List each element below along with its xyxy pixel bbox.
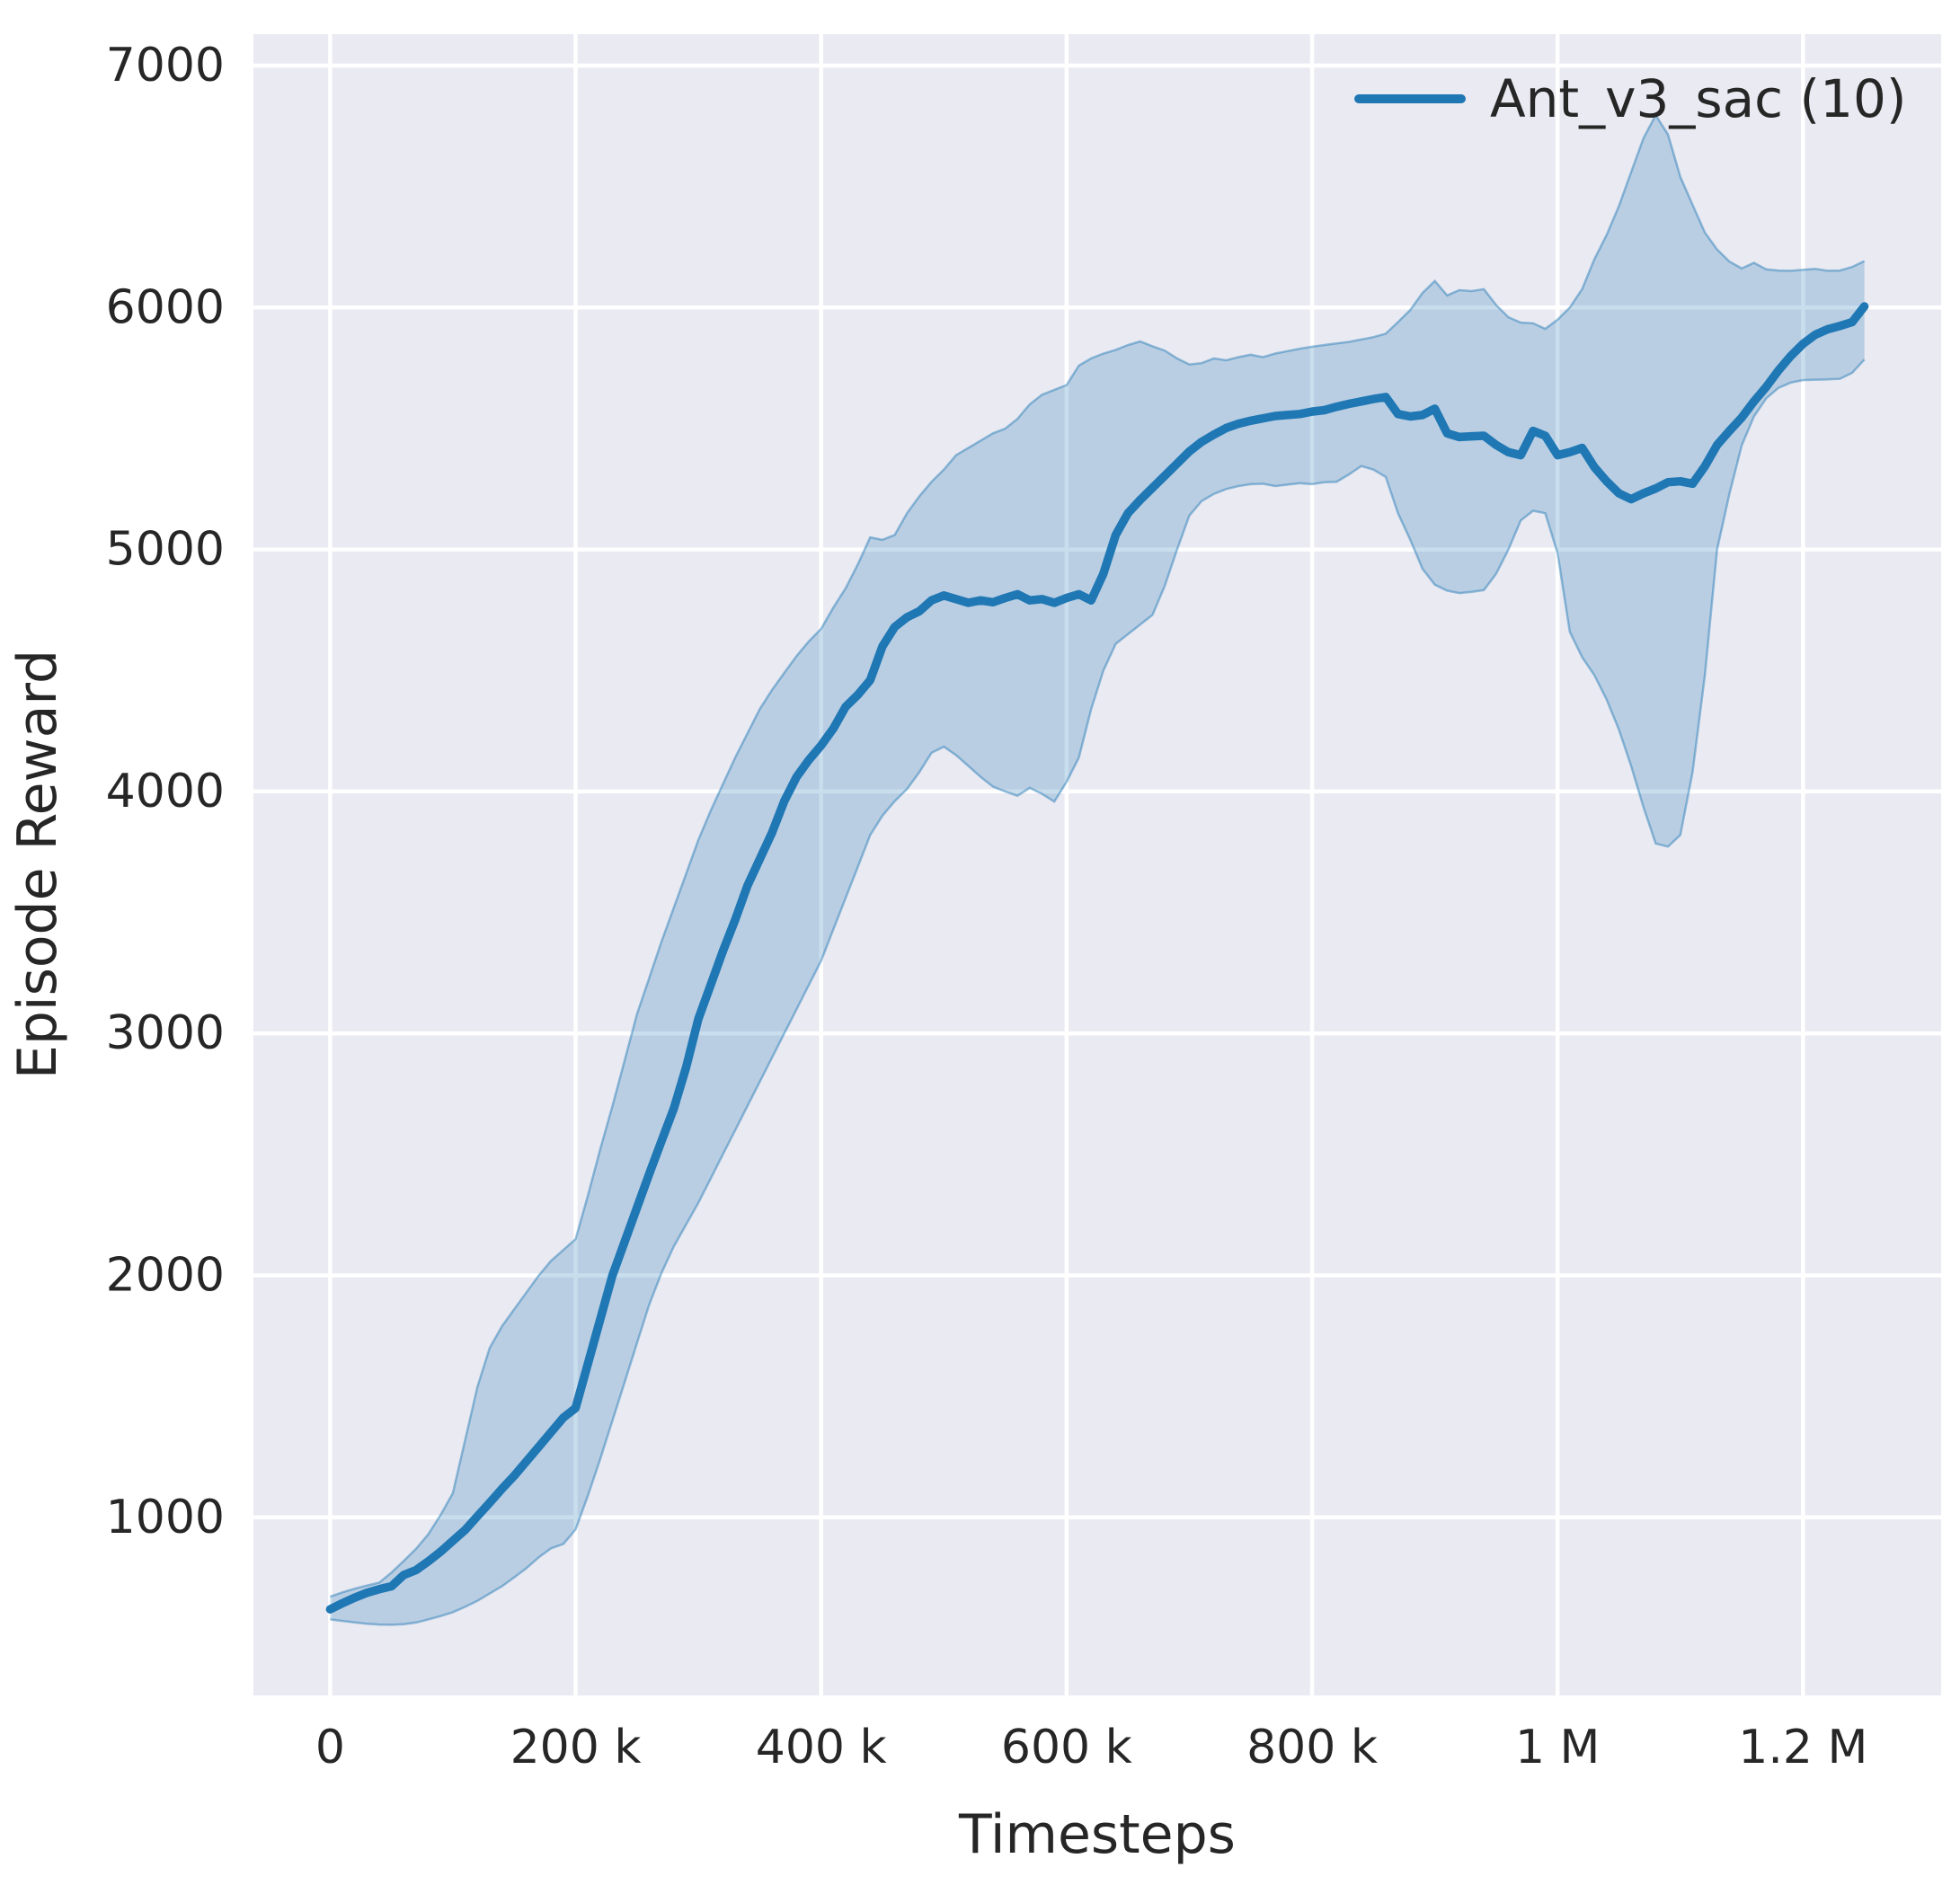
x-tick-label: 1.2 M [1738, 1721, 1867, 1774]
band-lower-edge [330, 358, 1866, 1626]
x-tick-label: 600 k [1001, 1721, 1132, 1774]
y-tick-label: 3000 [106, 1006, 225, 1060]
y-tick-label: 7000 [106, 39, 225, 93]
y-tick-label: 1000 [106, 1491, 225, 1544]
mean-reward-line [325, 302, 1869, 1614]
legend-entry-label: Ant_v3_sac (10) [1490, 68, 1907, 129]
legend: Ant_v3_sac (10) [1354, 68, 1907, 129]
x-tick-label: 0 [315, 1721, 345, 1774]
plot-area [253, 34, 1941, 1695]
y-tick-label: 5000 [106, 523, 225, 577]
x-tick-label: 800 k [1246, 1721, 1378, 1774]
x-tick-label: 400 k [756, 1721, 887, 1774]
band-upper-edge [329, 112, 1866, 1598]
tick-labels: 0 200 k 400 k 600 k 800 k 1 M 1.2 M 1000 2000 300… [106, 39, 1868, 1774]
confidence-band [330, 115, 1865, 1625]
gridlines [253, 34, 1941, 1695]
y-tick-label: 2000 [106, 1248, 225, 1302]
x-tick-label: 1 M [1515, 1721, 1600, 1774]
y-tick-label: 4000 [106, 765, 225, 819]
x-tick-label: 200 k [510, 1721, 642, 1774]
y-tick-label: 6000 [106, 280, 225, 334]
y-axis-label: Episode Reward [6, 650, 69, 1079]
x-axis-label: Timesteps [958, 1803, 1236, 1866]
series-group [325, 112, 1869, 1626]
